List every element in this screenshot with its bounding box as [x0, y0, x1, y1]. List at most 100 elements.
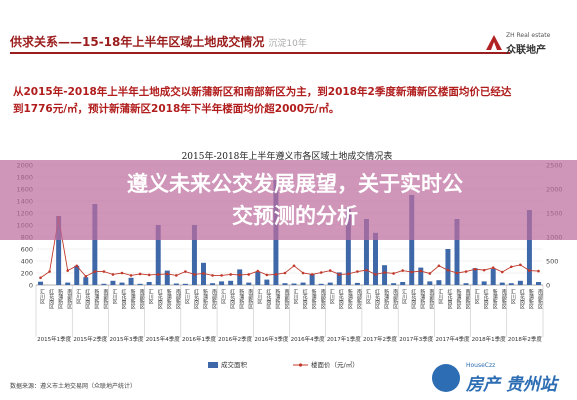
district-tick-label: 红花岗区	[48, 288, 54, 309]
company-logo: ZH Real estate 众联地产	[484, 30, 554, 60]
district-tick-label: 新蒲新区	[347, 288, 353, 309]
bar	[508, 283, 514, 285]
quarter-tick-label: 2016年2季度	[218, 335, 252, 343]
district-tick-label: 南部新区	[102, 288, 108, 309]
price-point	[374, 273, 377, 276]
bar	[336, 272, 342, 285]
bar	[56, 216, 62, 285]
headline-overlay: 遵义未来公交发展展望，关于实时公 交预测的分析	[0, 160, 577, 240]
bar	[517, 280, 523, 285]
slide-subtitle: 沉淀10年	[268, 39, 307, 49]
price-point	[428, 272, 432, 275]
price-point	[129, 274, 133, 277]
district-tick-label: 南部新区	[356, 288, 362, 309]
district-tick-label: 新蒲新区	[274, 288, 280, 309]
bar	[354, 282, 360, 285]
district-tick-label: 红花岗区	[338, 288, 344, 309]
logo-english: ZH Real estate	[506, 32, 551, 39]
price-point	[111, 273, 115, 276]
price-point	[220, 274, 223, 277]
bar	[65, 282, 71, 285]
price-point	[464, 270, 468, 273]
district-tick-label: 红花岗区	[84, 288, 90, 309]
district-tick-label: 南部新区	[139, 288, 145, 309]
bar	[146, 282, 152, 285]
bar	[164, 270, 170, 285]
bar	[237, 269, 243, 285]
bar	[291, 283, 297, 285]
district-tick-label: 新蒲新区	[455, 288, 461, 309]
district-tick-label: 汇川区	[256, 288, 262, 304]
price-point	[102, 270, 106, 273]
district-tick-label: 新蒲新区	[311, 288, 317, 309]
price-point	[283, 271, 287, 275]
y-tick-label-right: 0	[546, 282, 550, 290]
price-point	[229, 273, 232, 276]
headline-line-2: 交预测的分析	[232, 204, 358, 228]
bar	[101, 283, 107, 285]
district-tick-label: 南部新区	[392, 288, 398, 309]
district-tick-label: 新蒲新区	[202, 288, 208, 309]
price-point	[510, 265, 513, 269]
price-point	[328, 269, 332, 272]
bar	[74, 265, 80, 285]
price-point	[66, 269, 69, 272]
headline-text: 遵义未来公交发展展望，关于实时公 交预测的分析	[60, 168, 530, 232]
source-note: 数据来源：遵义市土地交易网（众联地产统计）	[10, 383, 137, 390]
price-point	[175, 274, 178, 277]
price-point	[211, 274, 214, 277]
bar	[119, 282, 125, 285]
bar	[391, 283, 397, 285]
price-point	[519, 263, 522, 267]
bar	[219, 281, 225, 285]
watermark-site: 房产 贵州站	[466, 375, 557, 395]
district-tick-label: 汇川区	[148, 288, 154, 304]
quarter-tick-label: 2017年3季度	[399, 335, 433, 343]
price-point	[500, 270, 504, 274]
price-point	[528, 269, 531, 272]
bar	[418, 267, 424, 285]
district-tick-label: 汇川区	[220, 288, 226, 304]
district-tick-label: 新蒲新区	[166, 288, 172, 309]
quarter-tick-label: 2016年3季度	[254, 335, 288, 343]
district-tick-label: 汇川区	[75, 288, 81, 304]
watermark-brand: HouseCzz	[466, 362, 496, 369]
quarter-tick-label: 2017年1季度	[327, 335, 361, 343]
quarter-tick-label: 2015年1季度	[37, 335, 71, 343]
district-tick-label: 汇川区	[39, 288, 45, 304]
bar	[228, 280, 234, 285]
bar	[436, 280, 442, 285]
price-point	[247, 273, 251, 276]
bar	[83, 277, 89, 285]
bar	[300, 282, 306, 285]
district-tick-label: 红花岗区	[121, 288, 127, 309]
price-point	[93, 270, 97, 273]
district-tick-label: 红花岗区	[446, 288, 452, 309]
price-point	[84, 275, 88, 278]
district-tick-label: 新蒲新区	[383, 288, 389, 309]
district-tick-label: 新蒲新区	[130, 288, 136, 309]
quarter-tick-label: 2018年1季度	[472, 335, 506, 343]
y-tick-label-left: 200	[21, 270, 33, 278]
district-tick-label: 南部新区	[428, 288, 434, 309]
district-tick-label: 南部新区	[175, 288, 181, 309]
y-tick-label-left: 600	[21, 246, 33, 254]
price-point	[193, 273, 196, 276]
price-point	[75, 264, 79, 268]
district-tick-label: 红花岗区	[519, 288, 525, 309]
district-tick-label: 新蒲新区	[492, 288, 498, 309]
logo-mark-icon	[486, 35, 502, 50]
price-point	[319, 271, 323, 274]
slide-title: 供求关系——15-18年上半年区域土地成交情况 沉淀10年	[10, 33, 307, 50]
district-tick-label: 南部新区	[283, 288, 289, 309]
district-tick-label: 新蒲新区	[57, 288, 63, 309]
bar	[110, 280, 116, 285]
bar	[499, 282, 505, 285]
bar	[472, 268, 478, 285]
summary-text: 从2015年-2018年上半年土地成交以新蒲新区和南部新区为主，到2018年2季…	[13, 86, 512, 115]
bar	[309, 274, 315, 285]
district-tick-label: 南部新区	[247, 288, 253, 309]
bar	[454, 219, 460, 285]
district-tick-label: 新蒲新区	[528, 288, 534, 309]
chart-title: 2015年-2018年上半年遵义市各区域土地成交情况表	[181, 152, 393, 162]
